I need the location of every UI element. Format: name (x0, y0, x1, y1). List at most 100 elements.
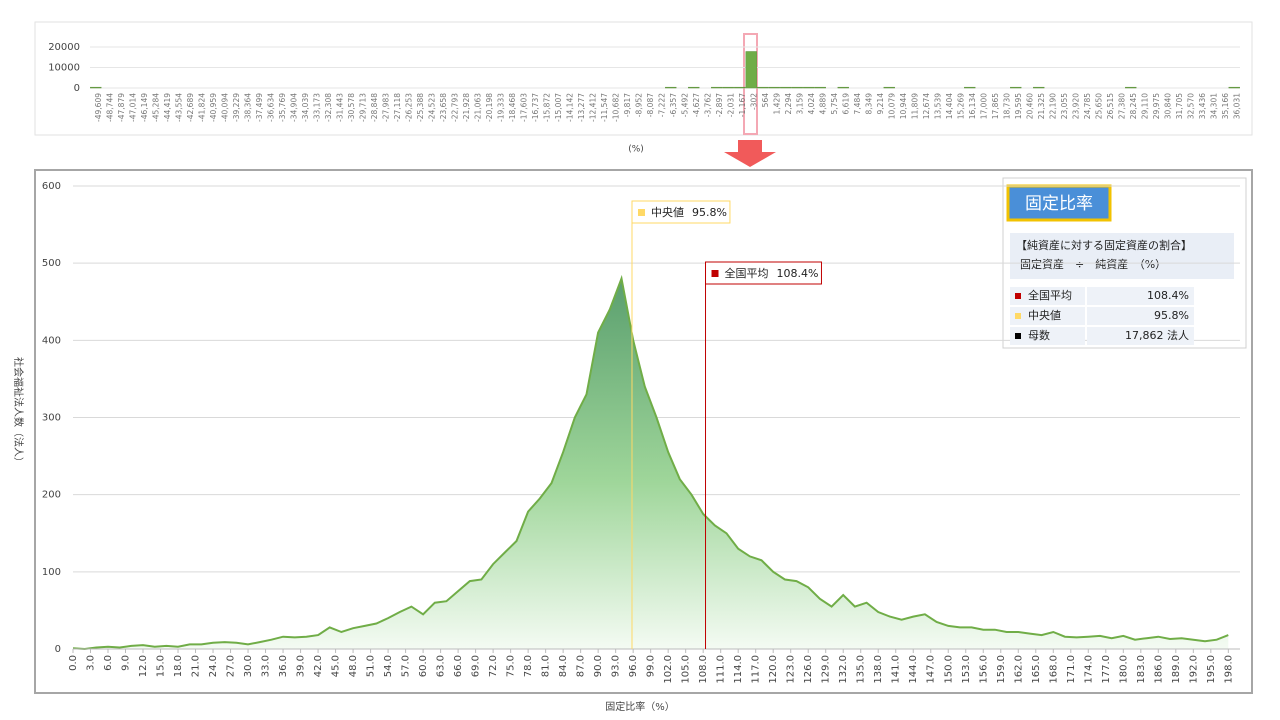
x-tick-label: 33,436 (1198, 93, 1207, 119)
x-tick-label: 90.0 (593, 655, 604, 677)
y-tick-label: 400 (42, 335, 61, 346)
x-tick-label: 18,730 (1002, 93, 1011, 119)
y-tick-label: 10000 (48, 63, 80, 74)
x-tick-label: 31,705 (1175, 93, 1184, 119)
bar (837, 86, 849, 89)
x-axis-label: 固定比率（%） (605, 700, 675, 713)
x-tick-label: 3,159 (795, 93, 804, 115)
x-tick-label: 23,055 (1060, 93, 1069, 119)
x-tick-label: 120.0 (768, 655, 779, 684)
x-tick-label: 35,166 (1221, 93, 1230, 119)
x-tick-label: 564 (761, 93, 770, 108)
x-tick-label: -13,277 (577, 93, 586, 122)
reference-label-box (705, 261, 822, 285)
x-tick-label: -3,762 (703, 93, 712, 117)
x-tick-label: -12,412 (588, 93, 597, 122)
info-description-bg (1010, 233, 1234, 279)
x-tick-label: 36,031 (1232, 93, 1241, 119)
bar (1010, 86, 1022, 89)
x-tick-label: 72.0 (488, 655, 499, 677)
x-tick-label: -10,682 (611, 93, 620, 122)
reference-name: 全国平均 (725, 266, 769, 280)
line (72, 274, 1229, 651)
x-tick-label: -18,468 (508, 93, 517, 122)
x-tick-label: 34,301 (1209, 93, 1218, 119)
x-tick-label: 22,190 (1048, 93, 1057, 119)
x-tick-label: 9,214 (876, 93, 885, 115)
x-tick-label: -30,578 (347, 93, 356, 122)
bar (734, 86, 746, 89)
x-tick-label: 15.0 (156, 655, 167, 677)
x-tick-label: 132.0 (838, 655, 849, 684)
x-tick-label: -26,253 (404, 93, 413, 122)
overview-frame (34, 21, 1253, 136)
bar (722, 86, 734, 89)
reference-label: 中央値 95.8% (631, 200, 731, 224)
x-tick-label: -29,713 (358, 93, 367, 122)
x-tick-label: 51.0 (366, 655, 377, 677)
area (73, 278, 1229, 649)
x-tick-label: 159.0 (996, 655, 1007, 684)
x-tick-label: 129.0 (821, 655, 832, 684)
info-row-name: 中央値 (1028, 309, 1061, 322)
x-tick-label: -42,689 (186, 93, 195, 122)
x-tick-label: -17,603 (519, 93, 528, 122)
x-tick-label: 165.0 (1031, 655, 1042, 684)
info-row-swatch (1015, 313, 1021, 319)
info-title: 固定比率 (1025, 194, 1093, 214)
x-tick-label: 81.0 (541, 655, 552, 677)
x-tick-label: 75.0 (506, 655, 517, 677)
x-tick-label: 19,595 (1014, 93, 1023, 119)
x-tick-label: 189.0 (1171, 655, 1182, 684)
x-tick-label: 5,754 (830, 93, 839, 115)
x-tick-label: 21,325 (1037, 93, 1046, 119)
x-tick-label: -15,007 (554, 93, 563, 122)
x-tick-label: -5,492 (680, 93, 689, 117)
x-tick-label: -27,983 (381, 93, 390, 122)
x-tick-label: -20,198 (485, 93, 494, 122)
reference-text: 中央値 95.8% (651, 206, 727, 219)
x-tick-label: 8,349 (864, 93, 873, 115)
x-tick-label: 29,110 (1140, 93, 1149, 119)
x-tick-label: -4,627 (692, 93, 701, 117)
x-tick-label: 10,079 (887, 93, 896, 119)
x-tick-label: 42.0 (313, 655, 324, 677)
x-tick-label: 25,650 (1094, 93, 1103, 119)
info-row-name-bg (1010, 287, 1085, 305)
x-tick-label: -38,364 (243, 93, 252, 122)
info-description: 固定資産 ÷ 純資産 （%） (1020, 257, 1166, 271)
info-row-name-bg (1010, 327, 1085, 345)
x-tick-label: 102.0 (663, 655, 674, 684)
x-tick-label: 123.0 (786, 655, 797, 684)
x-tick-label: -21,063 (473, 93, 482, 122)
y-tick-label: 0 (55, 644, 61, 655)
y-tick-label: 300 (42, 413, 61, 424)
x-tick-label: -27,118 (393, 93, 402, 122)
x-tick-label: -48,744 (105, 93, 114, 122)
x-tick-label: 186.0 (1153, 655, 1164, 684)
x-tick-label: -37,499 (255, 93, 264, 122)
highlight (743, 33, 758, 135)
info-row-value: 17,862 法人 (1125, 328, 1189, 342)
x-tick-label: -9,817 (623, 93, 632, 117)
x-tick-label: 30.0 (243, 655, 254, 677)
reference-name: 中央値 (651, 206, 684, 219)
reference-label: 全国平均 108.4% (705, 261, 822, 285)
x-tick-label: 84.0 (558, 655, 569, 677)
x-tick-label: 183.0 (1136, 655, 1147, 684)
x-tick-label: -47,014 (128, 93, 137, 122)
x-tick-label: 20,460 (1025, 93, 1034, 119)
x-tick-label: 39.0 (296, 655, 307, 677)
x-tick-label: 99.0 (646, 655, 657, 677)
x-tick-label: 180.0 (1118, 655, 1129, 684)
x-tick-label: -43,554 (174, 93, 183, 122)
bar (1125, 86, 1137, 89)
x-tick-label: 135.0 (856, 655, 867, 684)
x-tick-label: 18.0 (173, 655, 184, 677)
x-tick-label: 57.0 (401, 655, 412, 677)
x-tick-label: 17,865 (991, 93, 1000, 119)
x-tick-label: 192.0 (1188, 655, 1199, 684)
x-tick-label: -35,769 (278, 93, 287, 122)
x-tick-label: -40,959 (209, 93, 218, 122)
x-tick-label: 198.0 (1223, 655, 1234, 684)
